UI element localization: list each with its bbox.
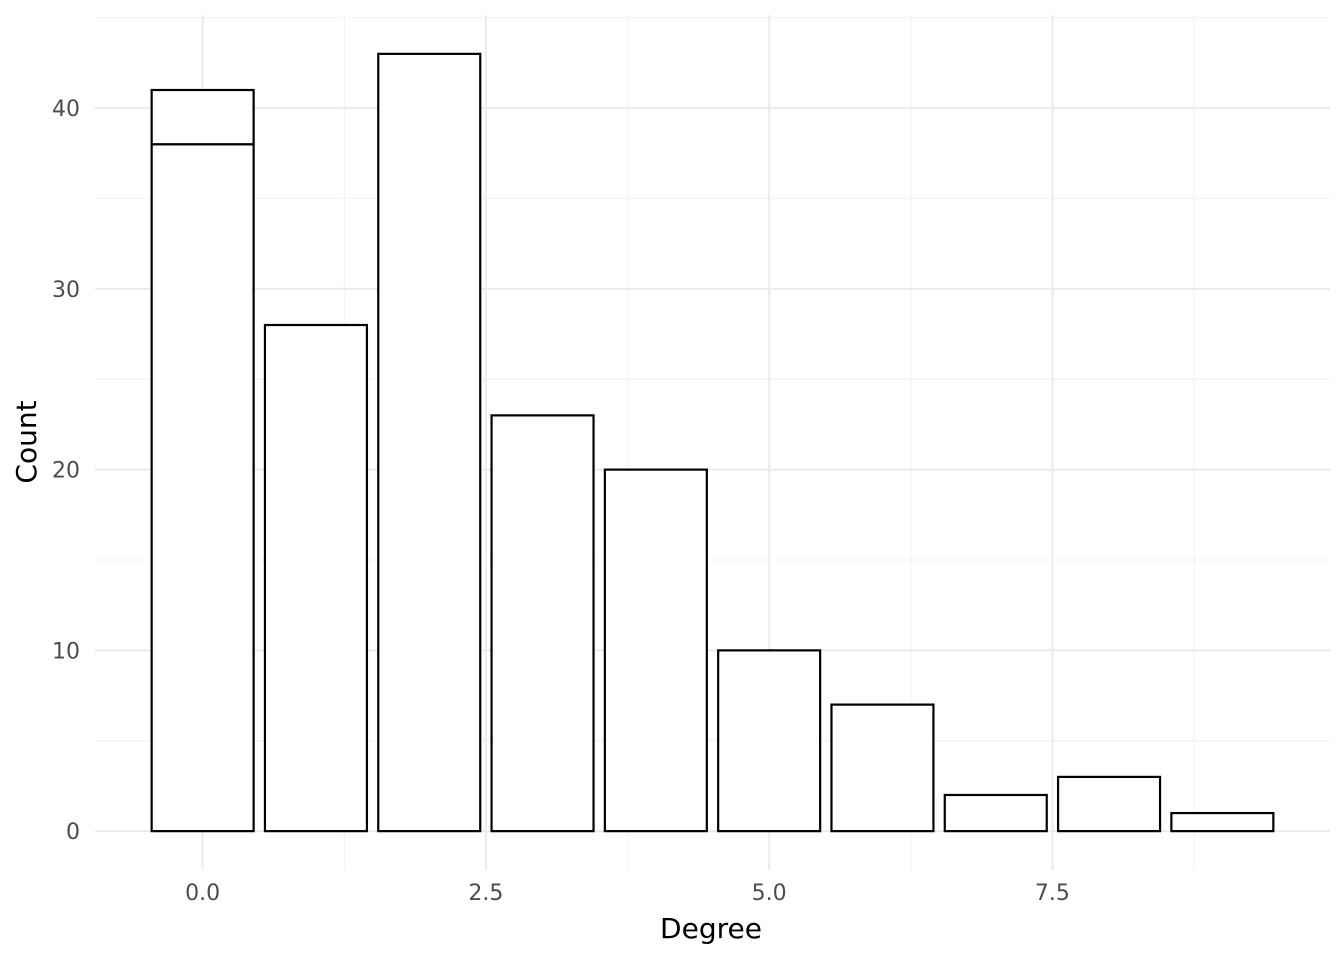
y-tick-label: 10 xyxy=(52,639,80,664)
bar-degree-1-segment-1 xyxy=(263,323,369,833)
x-tick-label: 0.0 xyxy=(185,881,220,906)
x-tick-label: 5.0 xyxy=(752,881,787,906)
bar-degree-3-segment-1 xyxy=(490,414,595,833)
bar-degree-5-segment-1 xyxy=(717,649,822,833)
y-tick-label: 30 xyxy=(52,278,80,303)
bar-degree-6-segment-1 xyxy=(830,703,935,833)
bar-degree-4-segment-1 xyxy=(603,468,708,833)
x-tick-label: 2.5 xyxy=(468,881,503,906)
bars xyxy=(150,52,1275,833)
bar-degree-9-segment-1 xyxy=(1170,811,1275,833)
x-tick-label: 7.5 xyxy=(1035,881,1070,906)
bar-degree-0-segment-1 xyxy=(150,143,255,833)
y-tick-label: 0 xyxy=(66,820,80,845)
bar-degree-8-segment-1 xyxy=(1056,775,1162,833)
bar-degree-2-segment-1 xyxy=(377,52,482,833)
bar-degree-0-segment-2 xyxy=(150,88,255,146)
y-axis-title: Count xyxy=(10,400,43,483)
y-tick-label: 40 xyxy=(52,97,80,122)
y-tick-label: 20 xyxy=(52,459,80,484)
x-axis-tick-labels: 0.0 2.5 5.0 7.5 xyxy=(185,881,1070,906)
x-axis-title: Degree xyxy=(660,912,762,945)
y-axis-tick-labels: 0 10 20 30 40 xyxy=(52,97,80,845)
bar-degree-7-segment-1 xyxy=(943,793,1048,833)
